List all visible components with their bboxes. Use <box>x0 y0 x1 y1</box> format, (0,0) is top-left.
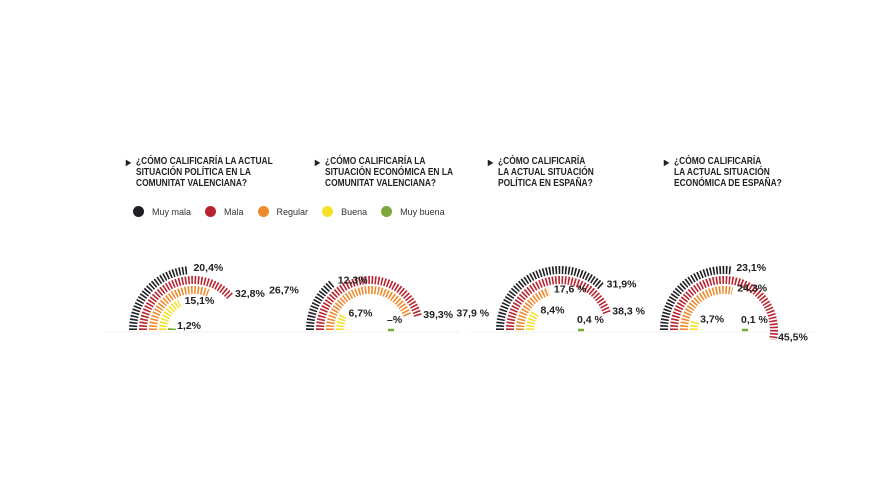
arc-bar <box>690 320 699 331</box>
arc-bar <box>516 287 551 331</box>
arc-bar <box>139 276 233 331</box>
arc-bar <box>316 276 423 331</box>
triangle-icon: ▶ <box>487 158 494 167</box>
data-label: –% <box>387 314 403 326</box>
arc-bar <box>129 266 189 331</box>
data-label: 15,1% <box>185 295 215 307</box>
arc-bar <box>326 286 412 331</box>
data-label: 24,3% <box>737 283 767 295</box>
data-label: 20,4% <box>193 262 223 274</box>
legend-item: Muy mala <box>133 206 191 217</box>
arc-bar <box>149 286 210 331</box>
data-label: 38,3 % <box>612 305 645 317</box>
data-label: 45,5% <box>778 331 808 343</box>
data-label: 0,4 % <box>577 314 605 326</box>
legend-item: Mala <box>205 206 244 217</box>
triangle-icon: ▶ <box>125 158 132 167</box>
data-label: 8,4% <box>541 304 566 316</box>
data-label: 31,9% <box>607 279 637 291</box>
triangle-icon: ▶ <box>314 158 321 167</box>
legend-item: Muy buena <box>381 206 445 217</box>
legend: Muy mala Mala Regular Buena Muy buena <box>133 206 445 217</box>
chart-title-4: ▶ ¿CÓMO CALIFICARÍA LA ACTUAL SITUACIÓN E… <box>663 156 782 189</box>
data-label: 23,1% <box>736 262 766 274</box>
data-label: 32,8% <box>235 288 265 300</box>
data-label: 6,7% <box>349 308 374 320</box>
legend-item: Buena <box>322 206 367 217</box>
data-label: 26,7% <box>269 285 299 297</box>
arc-bar <box>336 313 348 331</box>
legend-swatch <box>205 206 217 217</box>
arc-bar <box>506 276 612 331</box>
data-label: 1,2% <box>177 320 202 332</box>
arc-bar <box>159 299 182 331</box>
chart-title-2: ▶ ¿CÓMO CALIFICARÍA LA SITUACIÓN ECONÓMIC… <box>314 156 454 189</box>
arc-bar <box>306 279 336 331</box>
chart-title-3: ▶ ¿CÓMO CALIFICARÍA LA ACTUAL SITUACIÓN P… <box>487 156 594 189</box>
arc-bar <box>526 310 539 331</box>
legend-swatch <box>322 206 334 217</box>
triangle-icon: ▶ <box>663 158 670 167</box>
data-label: 39,3% <box>423 309 453 321</box>
arc-bar <box>670 276 778 341</box>
legend-swatch <box>257 206 269 217</box>
legend-swatch <box>133 206 144 217</box>
legend-item: Regular <box>257 206 308 217</box>
data-label: 37,9 % <box>456 308 489 320</box>
data-label: 3,7% <box>700 314 725 326</box>
data-label: 17,6 % <box>554 283 587 295</box>
data-label: 0,1 % <box>741 314 769 326</box>
legend-swatch <box>381 206 393 217</box>
data-label: 12,3% <box>338 275 368 287</box>
chart-title-1: ▶ ¿CÓMO CALIFICARÍA LA ACTUAL SITUACIÓN P… <box>125 156 273 189</box>
arc-bar <box>680 286 734 331</box>
